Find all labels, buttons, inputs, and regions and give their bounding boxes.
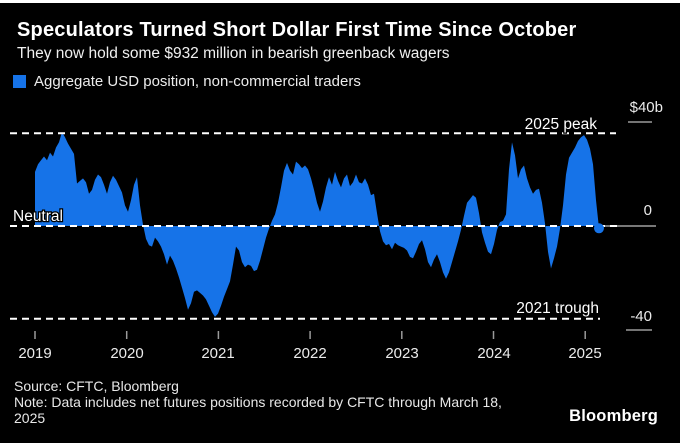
chart-geometry — [10, 132, 656, 339]
annotation-2021-trough: 2021 trough — [516, 300, 599, 317]
page-subtitle: They now hold some $932 million in beari… — [17, 45, 450, 62]
annotation-2025-peak: 2025 peak — [525, 116, 598, 133]
y-axis-label-0: 0 — [644, 202, 652, 219]
area-series — [35, 132, 599, 317]
annotation-neutral: Neutral — [13, 208, 63, 225]
note-text: Note: Data includes net futures position… — [14, 394, 502, 426]
bloomberg-logo: Bloomberg — [569, 407, 658, 425]
series-end-dot — [594, 223, 604, 234]
x-axis-label-2024: 2024 — [477, 345, 510, 362]
top-border — [0, 0, 680, 3]
legend-swatch-icon — [13, 75, 26, 88]
source-text: Source: CFTC, Bloomberg — [14, 378, 179, 394]
y-axis-label-neg40: -40 — [630, 308, 652, 325]
x-axis-label-2023: 2023 — [385, 345, 418, 362]
x-axis-label-2021: 2021 — [201, 345, 234, 362]
x-axis-label-2019: 2019 — [18, 345, 51, 362]
y-axis-label-40b: $40b — [630, 99, 663, 116]
x-axis-label-2022: 2022 — [293, 345, 326, 362]
page-title: Speculators Turned Short Dollar First Ti… — [17, 19, 577, 41]
legend-label: Aggregate USD position, non-commercial t… — [34, 73, 361, 90]
legend: Aggregate USD position, non-commercial t… — [13, 73, 361, 90]
x-axis-label-2020: 2020 — [110, 345, 143, 362]
x-axis-label-2025: 2025 — [568, 345, 601, 362]
